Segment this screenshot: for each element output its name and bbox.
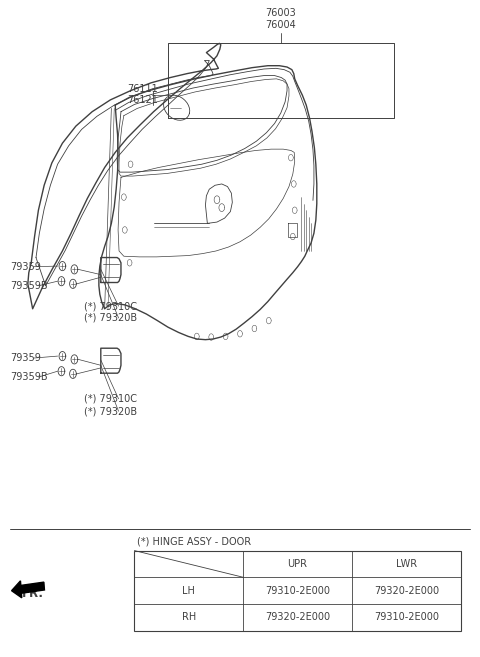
Text: LWR: LWR (396, 559, 417, 569)
Text: 76111
76121: 76111 76121 (127, 84, 158, 105)
Bar (134, 551, 461, 631)
Text: FR.: FR. (22, 587, 44, 600)
Text: (*) 79320B: (*) 79320B (84, 313, 137, 323)
Text: 79320-2E000: 79320-2E000 (265, 612, 330, 622)
Text: 79310-2E000: 79310-2E000 (265, 585, 330, 596)
Text: 79320-2E000: 79320-2E000 (374, 585, 439, 596)
Text: 79359B: 79359B (11, 372, 48, 382)
Text: 79359: 79359 (11, 261, 41, 272)
Text: (*) HINGE ASSY - DOOR: (*) HINGE ASSY - DOOR (137, 537, 251, 547)
Text: (*) 79320B: (*) 79320B (84, 406, 137, 417)
Text: LH: LH (182, 585, 195, 596)
Text: (*) 79310C: (*) 79310C (84, 394, 137, 404)
Text: UPR: UPR (288, 559, 308, 569)
Text: (*) 79310C: (*) 79310C (84, 301, 137, 311)
Text: 79359B: 79359B (11, 281, 48, 291)
Text: 76003
76004: 76003 76004 (265, 8, 296, 30)
Text: RH: RH (181, 612, 196, 622)
FancyArrow shape (12, 581, 45, 598)
Text: 79310-2E000: 79310-2E000 (374, 612, 439, 622)
Text: 79359: 79359 (11, 353, 41, 363)
